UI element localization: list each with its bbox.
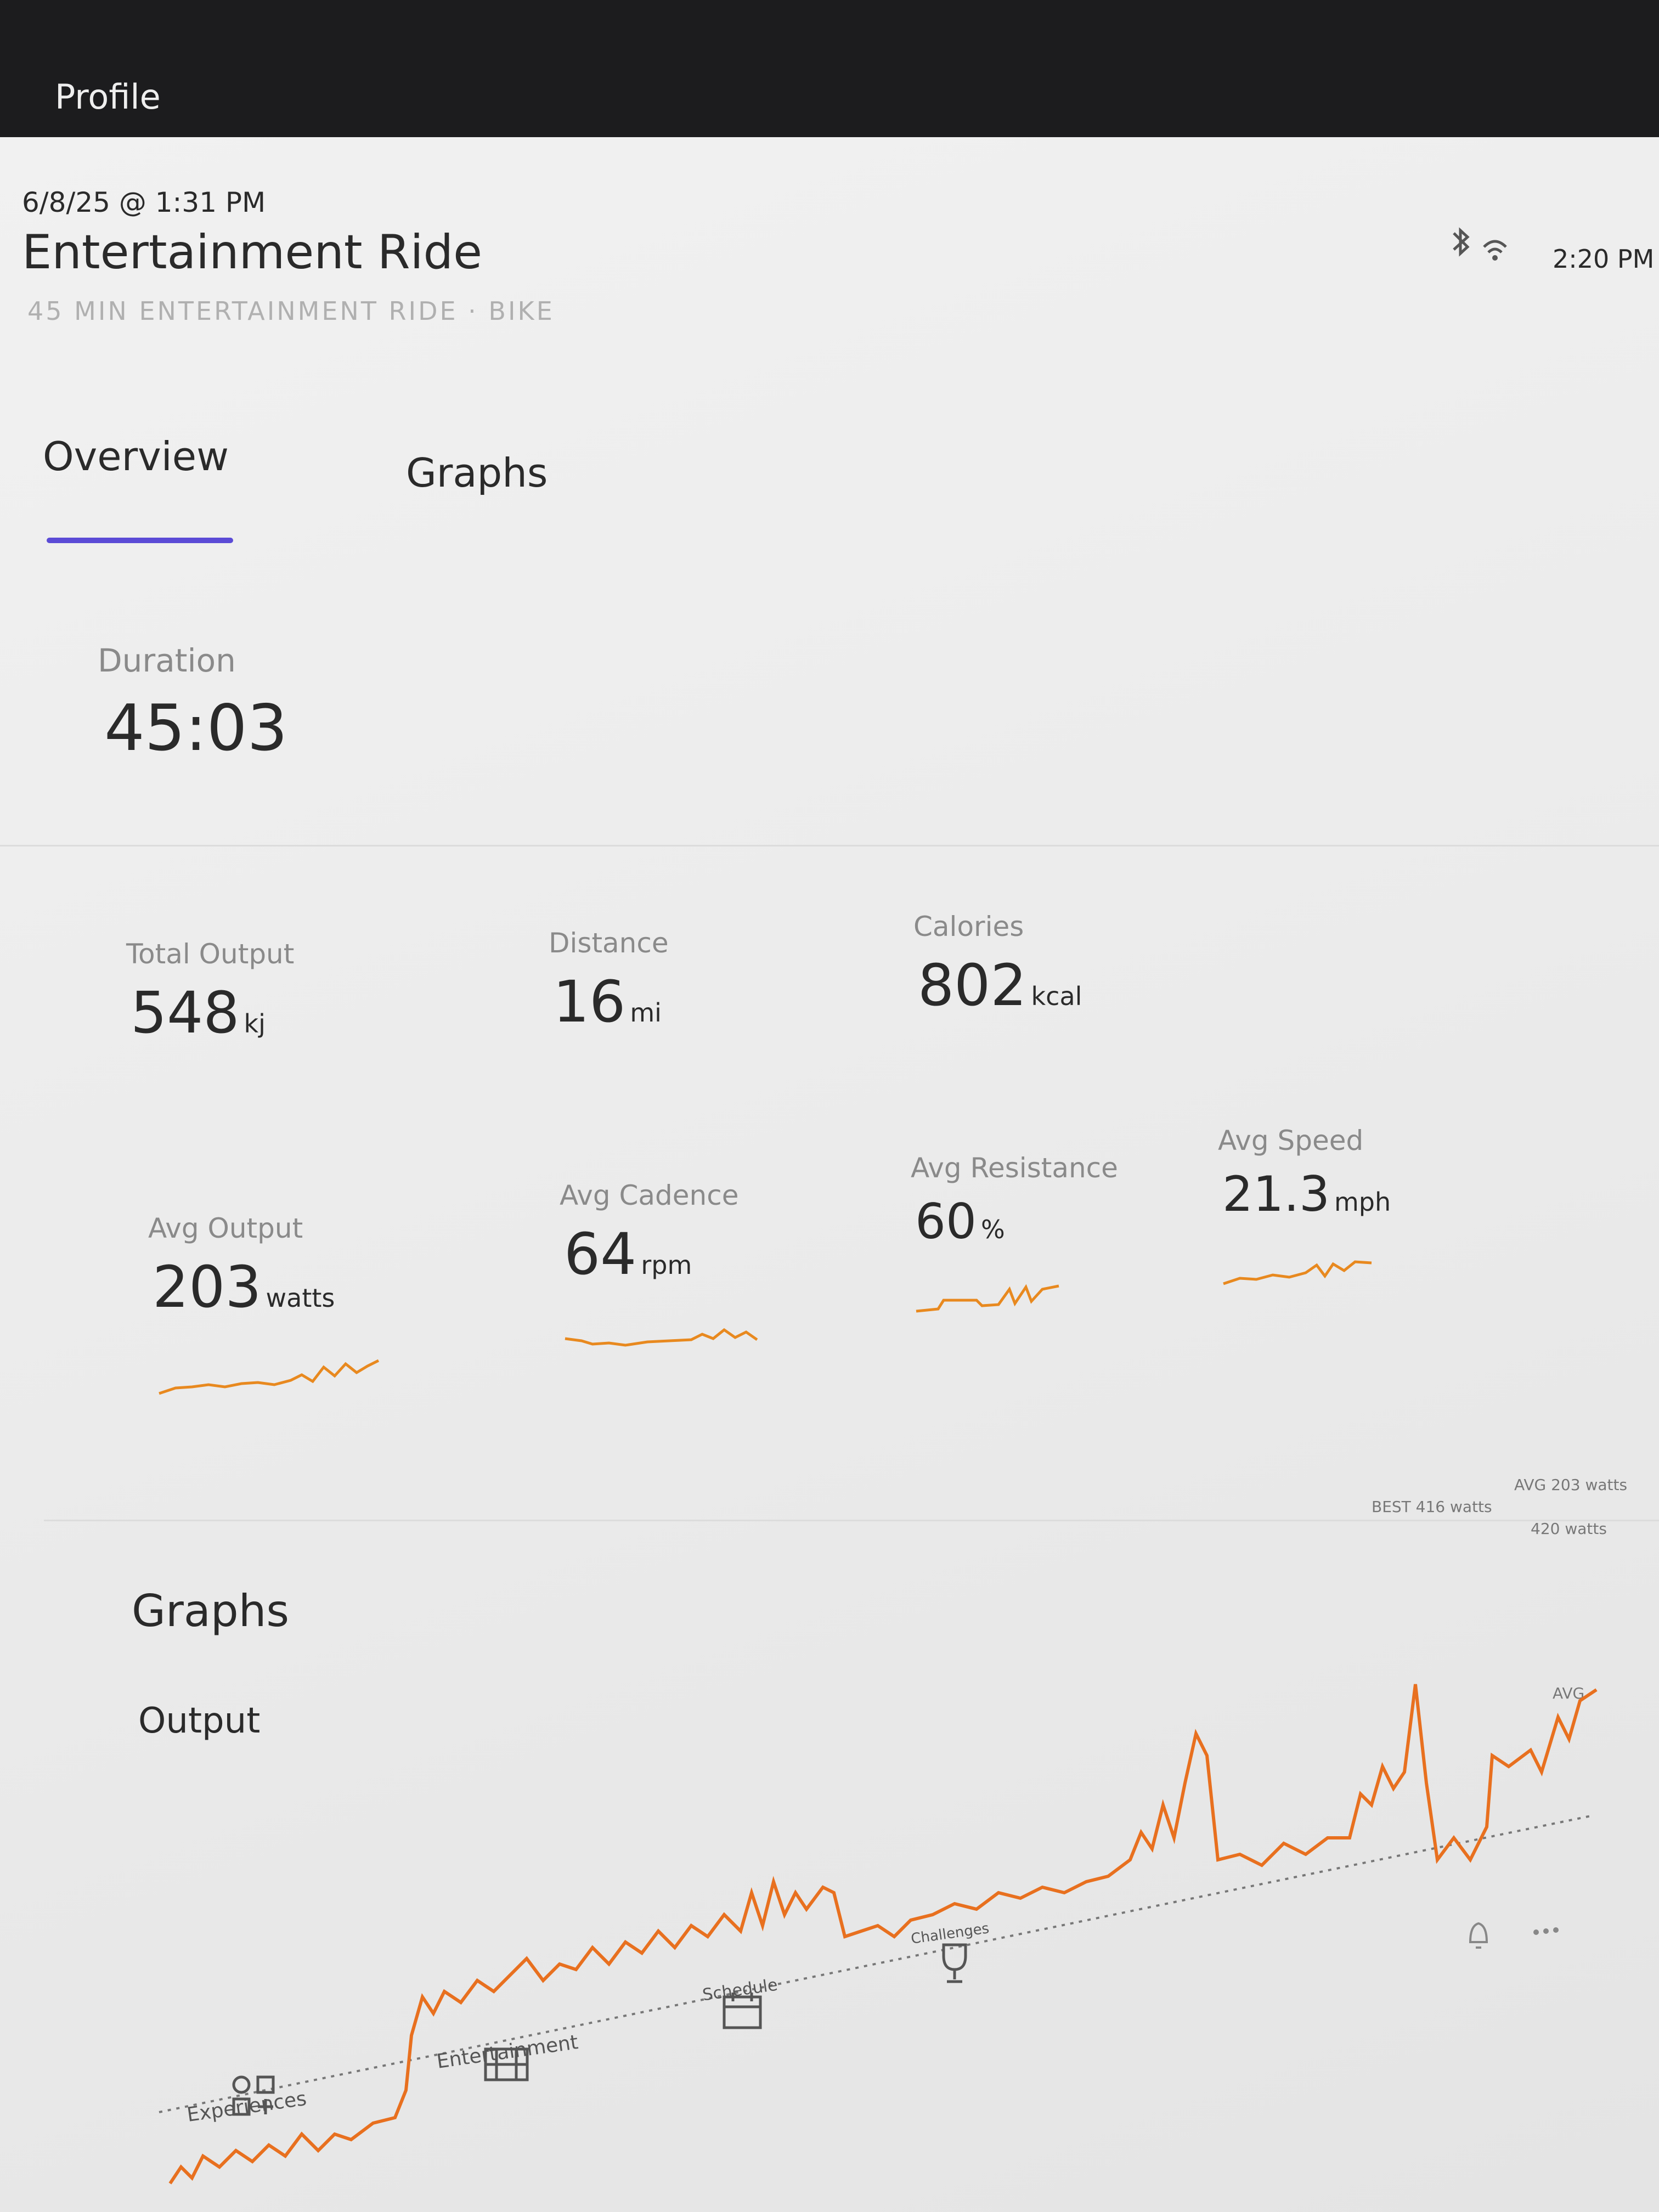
output-graph	[159, 1684, 1598, 2185]
metric-unit: watts	[266, 1283, 335, 1313]
ride-date: 6/8/25 @ 1:31 PM	[22, 187, 266, 218]
duration-label: Duration	[98, 642, 236, 679]
metric-value: 16	[553, 968, 626, 1035]
tab-underline	[47, 538, 233, 543]
metric-value-row: 802 kcal	[918, 952, 1082, 1019]
metric-unit: %	[980, 1215, 1005, 1244]
metric-value-row: 548 kj	[131, 979, 266, 1046]
metric-value-row: 16 mi	[553, 968, 662, 1035]
duration-value: 45:03	[104, 691, 288, 765]
metric-value: 548	[131, 979, 240, 1046]
metric-unit: rpm	[641, 1250, 692, 1280]
metric-label: Total Output	[126, 938, 295, 970]
metric-value-row: 60%	[915, 1193, 1005, 1250]
metric-label: Distance	[549, 927, 669, 959]
ride-title: Entertainment Ride	[22, 225, 483, 280]
best-label: BEST 416 watts	[1372, 1498, 1492, 1516]
avg-label: AVG 203 watts	[1514, 1476, 1628, 1494]
graphs-title: Graphs	[132, 1585, 290, 1637]
metric-label: Avg Output	[148, 1212, 303, 1244]
sparkline	[565, 1328, 758, 1347]
metric-value: 203	[153, 1254, 262, 1321]
bell-icon[interactable]	[1469, 1922, 1488, 1949]
sparkline	[1223, 1260, 1372, 1285]
tab[interactable]: Graphs	[406, 450, 548, 496]
sparkline	[159, 1359, 380, 1395]
metric-label: Avg Cadence	[560, 1180, 739, 1211]
sparkline	[916, 1284, 1059, 1313]
metric-value-row: 64 rpm	[564, 1221, 692, 1288]
avg-line	[159, 1815, 1592, 2113]
metric-label: Avg Speed	[1218, 1125, 1364, 1156]
screen: 6/8/25 @ 1:31 PM Entertainment Ride 45 M…	[0, 137, 1659, 2212]
tab[interactable]: Overview	[43, 433, 229, 479]
ride-subtitle: 45 MIN ENTERTAINMENT RIDE · BIKE	[27, 296, 555, 326]
metric-label: Calories	[913, 911, 1024, 943]
output-line	[168, 1684, 1598, 2185]
metric-value: 64	[564, 1221, 637, 1288]
metric-label: Avg Resistance	[911, 1152, 1118, 1184]
status-icons	[1453, 227, 1507, 261]
metric-value: 802	[918, 952, 1027, 1019]
back-label[interactable]: Profile	[55, 77, 161, 117]
metric-value-row: 21.3 mph	[1222, 1166, 1391, 1222]
graph-label: Output	[138, 1701, 261, 1741]
metric-unit: mi	[630, 998, 662, 1028]
divider	[0, 845, 1659, 847]
max-label: 420 watts	[1531, 1520, 1607, 1538]
metric-unit: mph	[1334, 1187, 1391, 1217]
metric-value: 21.3	[1222, 1166, 1330, 1222]
metric-unit: kcal	[1031, 981, 1082, 1011]
metric-value-row: 203 watts	[153, 1254, 335, 1321]
divider	[44, 1520, 1659, 1521]
metric-value: 60	[915, 1193, 977, 1250]
metric-unit: kj	[244, 1009, 266, 1039]
status-time: 2:20 PM	[1553, 244, 1655, 274]
nav-icons	[232, 1943, 967, 2116]
